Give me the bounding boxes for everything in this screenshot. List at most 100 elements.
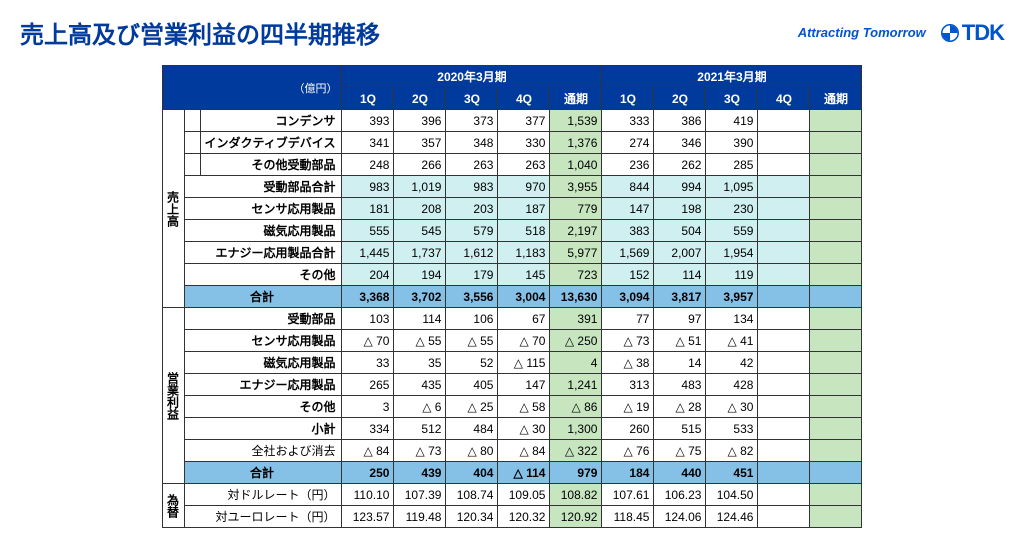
cell-value: 484 xyxy=(446,418,498,440)
cell-value: 555 xyxy=(342,220,394,242)
cell-value: △ 250 xyxy=(550,330,602,352)
cell-value xyxy=(758,484,810,506)
cell-value: 341 xyxy=(342,132,394,154)
cell-value: 396 xyxy=(394,110,446,132)
cell-value: 515 xyxy=(654,418,706,440)
cell-value: 35 xyxy=(394,352,446,374)
row-label: 対ユーロレート（円） xyxy=(184,506,342,528)
cell-value: 110.10 xyxy=(342,484,394,506)
cell-value: 1,040 xyxy=(550,154,602,176)
cell-value: 145 xyxy=(498,264,550,286)
table-row: エナジー応用製品合計1,4451,7371,6121,1835,9771,569… xyxy=(162,242,862,264)
indent-spacer xyxy=(184,110,200,132)
cell-value: △ 30 xyxy=(706,396,758,418)
cell-value: 2,007 xyxy=(654,242,706,264)
financial-table: （億円）2020年3月期2021年3月期1Q2Q3Q4Q通期1Q2Q3Q4Q通期… xyxy=(162,65,863,528)
cell-value: △ 75 xyxy=(654,440,706,462)
cell-value: 236 xyxy=(602,154,654,176)
quarter-header: 3Q xyxy=(446,88,498,110)
cell-value: 1,954 xyxy=(706,242,758,264)
cell-value: △ 58 xyxy=(498,396,550,418)
cell-value: 103 xyxy=(342,308,394,330)
cell-value xyxy=(758,286,810,308)
cell-value: 979 xyxy=(550,462,602,484)
cell-value xyxy=(758,220,810,242)
cell-value xyxy=(810,132,862,154)
row-label: 磁気応用製品 xyxy=(184,352,342,374)
cell-value xyxy=(758,396,810,418)
cell-value xyxy=(758,330,810,352)
section-label: 為替 xyxy=(162,484,184,528)
cell-value: 109.05 xyxy=(498,484,550,506)
cell-value: 440 xyxy=(654,462,706,484)
cell-value: 3,556 xyxy=(446,286,498,308)
cell-value xyxy=(810,198,862,220)
cell-value: 124.06 xyxy=(654,506,706,528)
cell-value: △ 19 xyxy=(602,396,654,418)
cell-value: 124.46 xyxy=(706,506,758,528)
cell-value: 348 xyxy=(446,132,498,154)
cell-value: 1,569 xyxy=(602,242,654,264)
cell-value: 119.48 xyxy=(394,506,446,528)
cell-value xyxy=(810,374,862,396)
cell-value: △ 28 xyxy=(654,396,706,418)
cell-value: 42 xyxy=(706,352,758,374)
cell-value: 208 xyxy=(394,198,446,220)
cell-value: △ 114 xyxy=(498,462,550,484)
cell-value: 263 xyxy=(498,154,550,176)
cell-value: 313 xyxy=(602,374,654,396)
cell-value: 67 xyxy=(498,308,550,330)
cell-value: 428 xyxy=(706,374,758,396)
cell-value: 52 xyxy=(446,352,498,374)
cell-value: △ 51 xyxy=(654,330,706,352)
cell-value xyxy=(758,308,810,330)
cell-value: 1,445 xyxy=(342,242,394,264)
cell-value: 147 xyxy=(602,198,654,220)
cell-value: 97 xyxy=(654,308,706,330)
cell-value: 250 xyxy=(342,462,394,484)
cell-value: 3,817 xyxy=(654,286,706,308)
cell-value: △ 86 xyxy=(550,396,602,418)
cell-value xyxy=(810,308,862,330)
row-label: コンデンサ xyxy=(200,110,342,132)
cell-value xyxy=(758,418,810,440)
table-row: 磁気応用製品333552△ 1154△ 381442 xyxy=(162,352,862,374)
cell-value: 179 xyxy=(446,264,498,286)
cell-value: 579 xyxy=(446,220,498,242)
cell-value: △ 84 xyxy=(342,440,394,462)
cell-value: 14 xyxy=(654,352,706,374)
cell-value: 1,095 xyxy=(706,176,758,198)
table-row: インダクティブデバイス3413573483301,376274346390 xyxy=(162,132,862,154)
cell-value: 274 xyxy=(602,132,654,154)
cell-value: △ 80 xyxy=(446,440,498,462)
cell-value: 184 xyxy=(602,462,654,484)
quarter-header: 通期 xyxy=(810,88,862,110)
cell-value: 120.32 xyxy=(498,506,550,528)
table-row: 全社および消去△ 84△ 73△ 80△ 84△ 322△ 76△ 75△ 82 xyxy=(162,440,862,462)
cell-value xyxy=(810,176,862,198)
cell-value: 994 xyxy=(654,176,706,198)
cell-value: 123.57 xyxy=(342,506,394,528)
quarter-header: 1Q xyxy=(602,88,654,110)
cell-value: 970 xyxy=(498,176,550,198)
table-row: 対ユーロレート（円）123.57119.48120.34120.32120.92… xyxy=(162,506,862,528)
row-label: エナジー応用製品合計 xyxy=(184,242,342,264)
cell-value xyxy=(758,154,810,176)
fy-header: 2020年3月期 xyxy=(342,66,602,88)
cell-value xyxy=(810,484,862,506)
table-row: その他受動部品2482662632631,040236262285 xyxy=(162,154,862,176)
cell-value: 1,019 xyxy=(394,176,446,198)
cell-value xyxy=(758,440,810,462)
cell-value: 106.23 xyxy=(654,484,706,506)
cell-value xyxy=(810,220,862,242)
row-label: 対ドルレート（円） xyxy=(184,484,342,506)
quarter-header: 2Q xyxy=(394,88,446,110)
row-label: 全社および消去 xyxy=(184,440,342,462)
cell-value: 1,737 xyxy=(394,242,446,264)
cell-value: 13,630 xyxy=(550,286,602,308)
cell-value xyxy=(758,506,810,528)
cell-value: 1,241 xyxy=(550,374,602,396)
cell-value: △ 25 xyxy=(446,396,498,418)
cell-value: 1,539 xyxy=(550,110,602,132)
cell-value: 107.61 xyxy=(602,484,654,506)
